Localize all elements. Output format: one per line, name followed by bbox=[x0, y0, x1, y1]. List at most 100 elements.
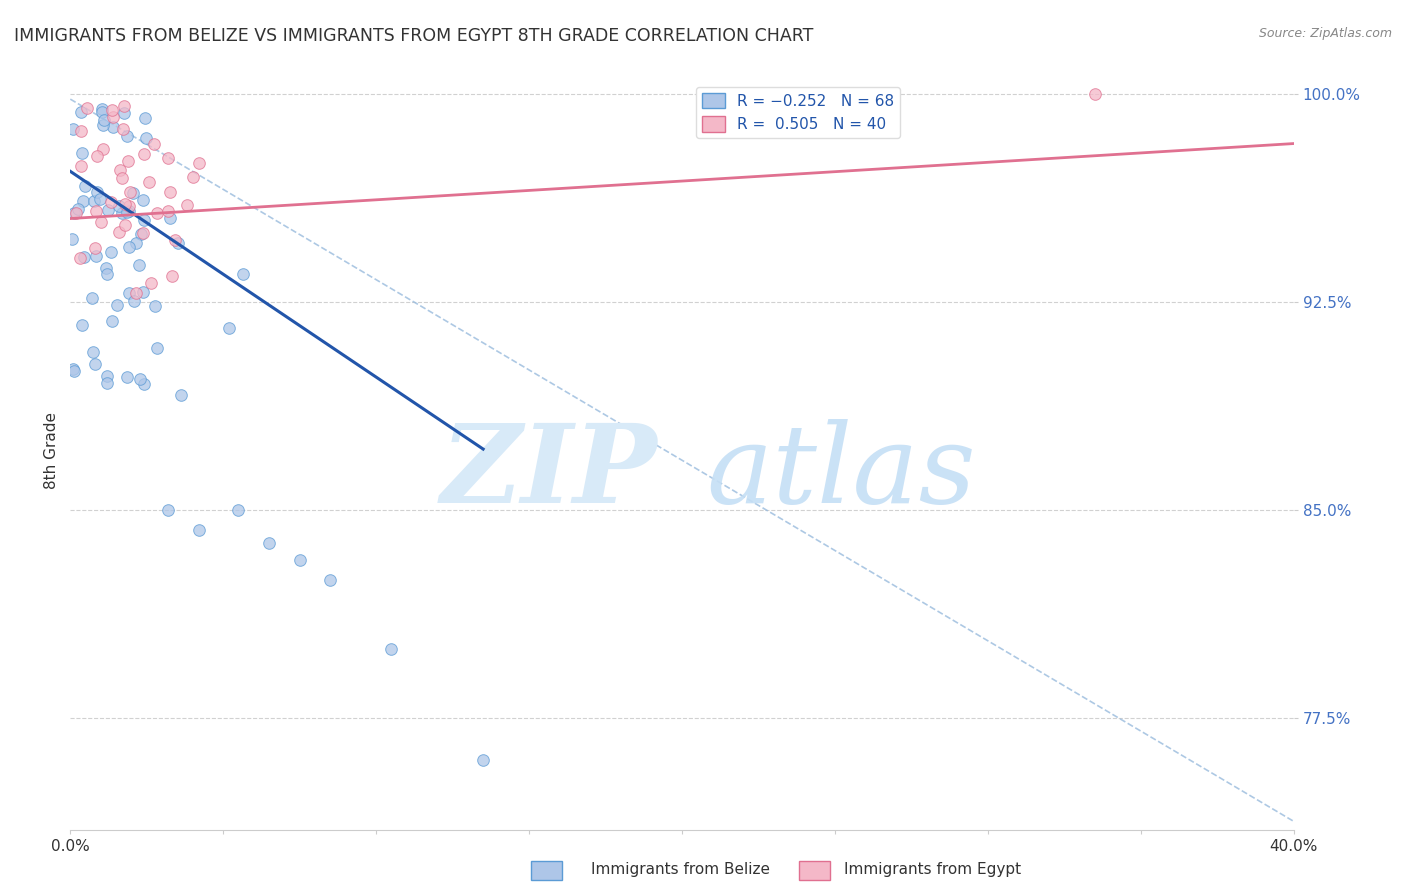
Point bbox=[97, 203, 120, 218]
Point bbox=[131, 193, 153, 207]
Point bbox=[1084, 87, 1107, 101]
Point bbox=[218, 321, 240, 335]
Point bbox=[62, 121, 84, 136]
Point bbox=[105, 298, 128, 312]
Text: ZIP: ZIP bbox=[441, 419, 658, 527]
Point bbox=[125, 286, 148, 301]
Point bbox=[67, 202, 90, 216]
Point bbox=[73, 250, 96, 264]
Text: Source: ZipAtlas.com: Source: ZipAtlas.com bbox=[1258, 27, 1392, 40]
Point bbox=[114, 218, 136, 232]
Point bbox=[84, 357, 107, 371]
Point bbox=[96, 376, 118, 391]
Point bbox=[160, 268, 183, 283]
Point bbox=[129, 227, 152, 241]
Point bbox=[63, 364, 86, 378]
Text: Immigrants from Belize: Immigrants from Belize bbox=[591, 863, 769, 877]
Legend: R = −0.252   N = 68, R =  0.505   N = 40: R = −0.252 N = 68, R = 0.505 N = 40 bbox=[696, 87, 900, 138]
Point bbox=[75, 179, 97, 194]
Point bbox=[157, 503, 180, 517]
Point bbox=[132, 377, 155, 392]
Point bbox=[115, 129, 138, 144]
Point bbox=[86, 148, 108, 162]
Point bbox=[156, 204, 179, 219]
Point bbox=[101, 111, 124, 125]
Point bbox=[83, 194, 105, 208]
Point bbox=[89, 193, 111, 207]
Point bbox=[132, 285, 155, 299]
Point bbox=[288, 553, 311, 567]
Point bbox=[65, 206, 87, 220]
Point bbox=[129, 372, 152, 386]
Point bbox=[122, 293, 145, 308]
Point bbox=[135, 130, 157, 145]
Point bbox=[120, 185, 142, 199]
Point bbox=[138, 175, 160, 189]
Point bbox=[90, 104, 112, 119]
Point bbox=[101, 103, 124, 117]
Point bbox=[96, 267, 118, 281]
Point bbox=[187, 156, 209, 170]
Point bbox=[117, 370, 139, 384]
Text: atlas: atlas bbox=[706, 419, 976, 527]
Point bbox=[132, 227, 155, 241]
Point bbox=[118, 239, 141, 253]
Point bbox=[91, 118, 114, 132]
Point bbox=[110, 163, 132, 178]
Point bbox=[166, 236, 188, 251]
Point bbox=[118, 285, 141, 300]
Point bbox=[132, 212, 155, 227]
Point bbox=[159, 211, 181, 225]
Point bbox=[380, 642, 402, 657]
Point bbox=[72, 194, 94, 209]
Point bbox=[69, 105, 91, 120]
Point bbox=[91, 102, 114, 116]
Point bbox=[181, 169, 204, 184]
Point bbox=[91, 143, 114, 157]
Point bbox=[90, 214, 112, 228]
Point bbox=[257, 536, 280, 550]
Point bbox=[176, 197, 198, 211]
Point bbox=[146, 206, 169, 220]
Point bbox=[76, 101, 98, 115]
Point bbox=[472, 753, 495, 767]
Point bbox=[163, 233, 186, 247]
Point bbox=[141, 277, 163, 291]
Point bbox=[143, 299, 166, 313]
Point bbox=[63, 206, 86, 220]
Point bbox=[101, 314, 124, 328]
Point bbox=[111, 171, 134, 186]
Point bbox=[156, 151, 179, 165]
Point bbox=[60, 232, 83, 246]
Text: IMMIGRANTS FROM BELIZE VS IMMIGRANTS FROM EGYPT 8TH GRADE CORRELATION CHART: IMMIGRANTS FROM BELIZE VS IMMIGRANTS FRO… bbox=[14, 27, 814, 45]
Point bbox=[122, 186, 145, 200]
Point bbox=[187, 523, 209, 537]
Point bbox=[146, 341, 169, 355]
Point bbox=[134, 112, 156, 126]
Point bbox=[83, 241, 105, 255]
Point bbox=[159, 185, 181, 199]
Point bbox=[114, 197, 136, 211]
Point bbox=[70, 318, 93, 332]
Point bbox=[319, 573, 342, 587]
Point bbox=[115, 205, 138, 219]
Point bbox=[62, 362, 84, 376]
Point bbox=[111, 206, 134, 220]
Point bbox=[111, 121, 134, 136]
Point bbox=[143, 137, 166, 152]
Point bbox=[100, 244, 122, 259]
Y-axis label: 8th Grade: 8th Grade bbox=[44, 412, 59, 489]
Point bbox=[118, 203, 141, 218]
Point bbox=[107, 199, 129, 213]
Point bbox=[170, 388, 193, 402]
Point bbox=[132, 146, 155, 161]
Point bbox=[70, 123, 93, 137]
Point bbox=[128, 258, 150, 272]
Point bbox=[108, 226, 131, 240]
Point bbox=[93, 112, 115, 127]
Point bbox=[86, 250, 108, 264]
Point bbox=[232, 267, 254, 281]
Text: Immigrants from Egypt: Immigrants from Egypt bbox=[844, 863, 1021, 877]
Point bbox=[80, 292, 103, 306]
Point bbox=[118, 198, 141, 212]
